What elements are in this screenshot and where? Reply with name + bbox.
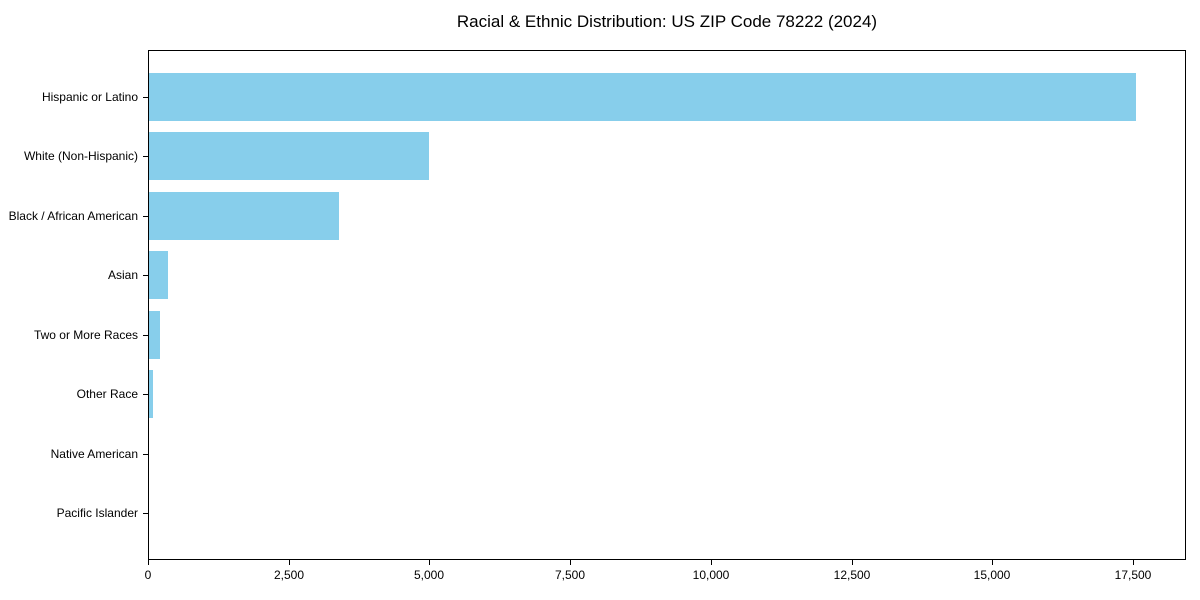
- y-tick-mark: [143, 156, 148, 157]
- x-tick-mark: [992, 560, 993, 565]
- x-tick-label: 7,500: [554, 568, 586, 582]
- x-tick-mark: [852, 560, 853, 565]
- bar-black-african-american: [149, 192, 339, 240]
- x-tick-mark: [711, 560, 712, 565]
- y-tick-mark: [143, 394, 148, 395]
- y-tick-mark: [143, 454, 148, 455]
- bar-white-non-hispanic: [149, 132, 429, 180]
- bar-asian: [149, 251, 168, 299]
- y-tick-label: Native American: [50, 447, 138, 461]
- x-tick-mark: [1133, 560, 1134, 565]
- y-tick-label: Hispanic or Latino: [41, 90, 138, 104]
- y-tick-mark: [143, 335, 148, 336]
- x-tick-label: 10,000: [692, 568, 730, 582]
- x-tick-mark: [148, 560, 149, 565]
- x-tick-mark: [429, 560, 430, 565]
- x-tick-label: 17,500: [1114, 568, 1152, 582]
- x-tick-mark: [289, 560, 290, 565]
- y-tick-label: Pacific Islander: [56, 506, 138, 520]
- x-tick-label: 5,000: [413, 568, 445, 582]
- y-tick-mark: [143, 275, 148, 276]
- y-tick-label: Other Race: [76, 387, 138, 401]
- y-tick-label: White (Non-Hispanic): [23, 149, 138, 163]
- plot-area: [148, 50, 1186, 560]
- bar-two-or-more-races: [149, 311, 160, 359]
- y-tick-label: Two or More Races: [33, 328, 138, 342]
- y-tick-label: Asian: [107, 268, 138, 282]
- x-tick-label: 15,000: [973, 568, 1011, 582]
- x-tick-label: 2,500: [273, 568, 305, 582]
- chart-title: Racial & Ethnic Distribution: US ZIP Cod…: [456, 12, 878, 31]
- x-tick-label: 12,500: [833, 568, 871, 582]
- y-tick-mark: [143, 216, 148, 217]
- bar-hispanic-or-latino: [149, 73, 1136, 121]
- y-tick-label: Black / African American: [8, 209, 138, 223]
- bar-other-race: [149, 370, 153, 418]
- y-tick-mark: [143, 513, 148, 514]
- y-tick-mark: [143, 97, 148, 98]
- x-tick-mark: [570, 560, 571, 565]
- x-tick-label: 0: [144, 568, 152, 582]
